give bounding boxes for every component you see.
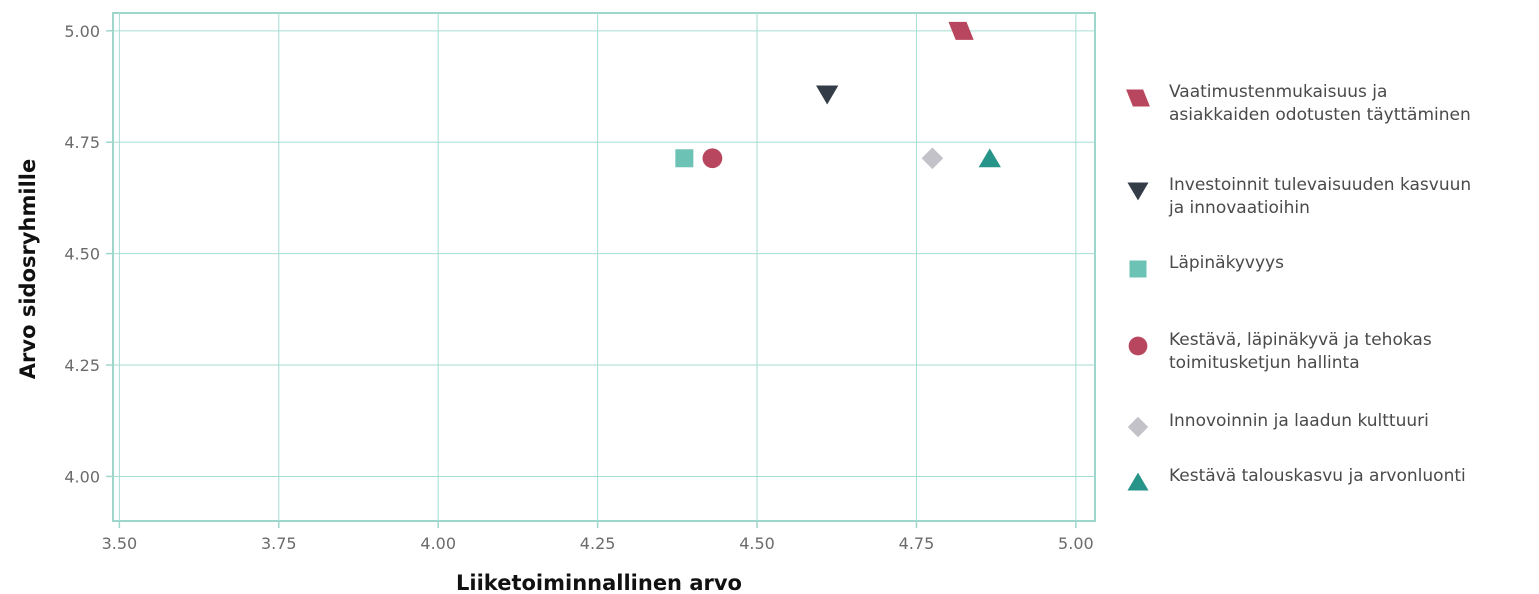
legend-label: ja innovaatioihin [1168, 198, 1310, 218]
x-tick-label: 4.75 [899, 534, 935, 553]
legend-label: Vaatimustenmukaisuus ja [1169, 82, 1387, 102]
legend-marker [1127, 182, 1149, 201]
y-tick-label: 4.75 [64, 133, 100, 152]
legend-label: Kestävä, läpinäkyvä ja tehokas [1169, 330, 1432, 350]
data-point [816, 85, 839, 105]
x-tick-label: 3.50 [102, 534, 138, 553]
legend-label: Kestävä talouskasvu ja arvonluonti [1169, 466, 1466, 486]
legend-label: toimitusketjun hallinta [1169, 353, 1360, 373]
legend-label: asiakkaiden odotusten täyttäminen [1169, 105, 1471, 125]
y-axis-title: Arvo sidosryhmille [16, 159, 40, 379]
x-tick-label: 4.25 [580, 534, 616, 553]
data-point [948, 21, 974, 40]
legend-marker [1128, 336, 1148, 356]
x-tick-label: 3.75 [261, 534, 297, 553]
plot-area [112, 12, 1096, 522]
data-point [702, 148, 723, 169]
y-tick-label: 5.00 [64, 22, 100, 41]
legend-marker [1127, 472, 1149, 491]
legend-marker [1126, 89, 1150, 107]
data-point [978, 148, 1001, 168]
legend-label: Investoinnit tulevaisuuden kasvuun [1169, 175, 1471, 195]
legend-label: Innovoinnin ja laadun kulttuuri [1169, 411, 1429, 431]
x-tick-label: 5.00 [1058, 534, 1094, 553]
x-tick-label: 4.50 [739, 534, 775, 553]
y-tick-label: 4.50 [64, 245, 100, 264]
y-tick-label: 4.00 [64, 467, 100, 486]
data-point [675, 149, 694, 168]
y-tick-label: 4.25 [64, 356, 100, 375]
legend-marker [1127, 416, 1149, 438]
legend-marker [1129, 260, 1147, 278]
data-point [921, 147, 944, 170]
x-axis-title: Liiketoiminnallinen arvo [456, 571, 742, 594]
x-tick-label: 4.00 [420, 534, 456, 553]
legend-label: Läpinäkyvyys [1169, 253, 1284, 273]
